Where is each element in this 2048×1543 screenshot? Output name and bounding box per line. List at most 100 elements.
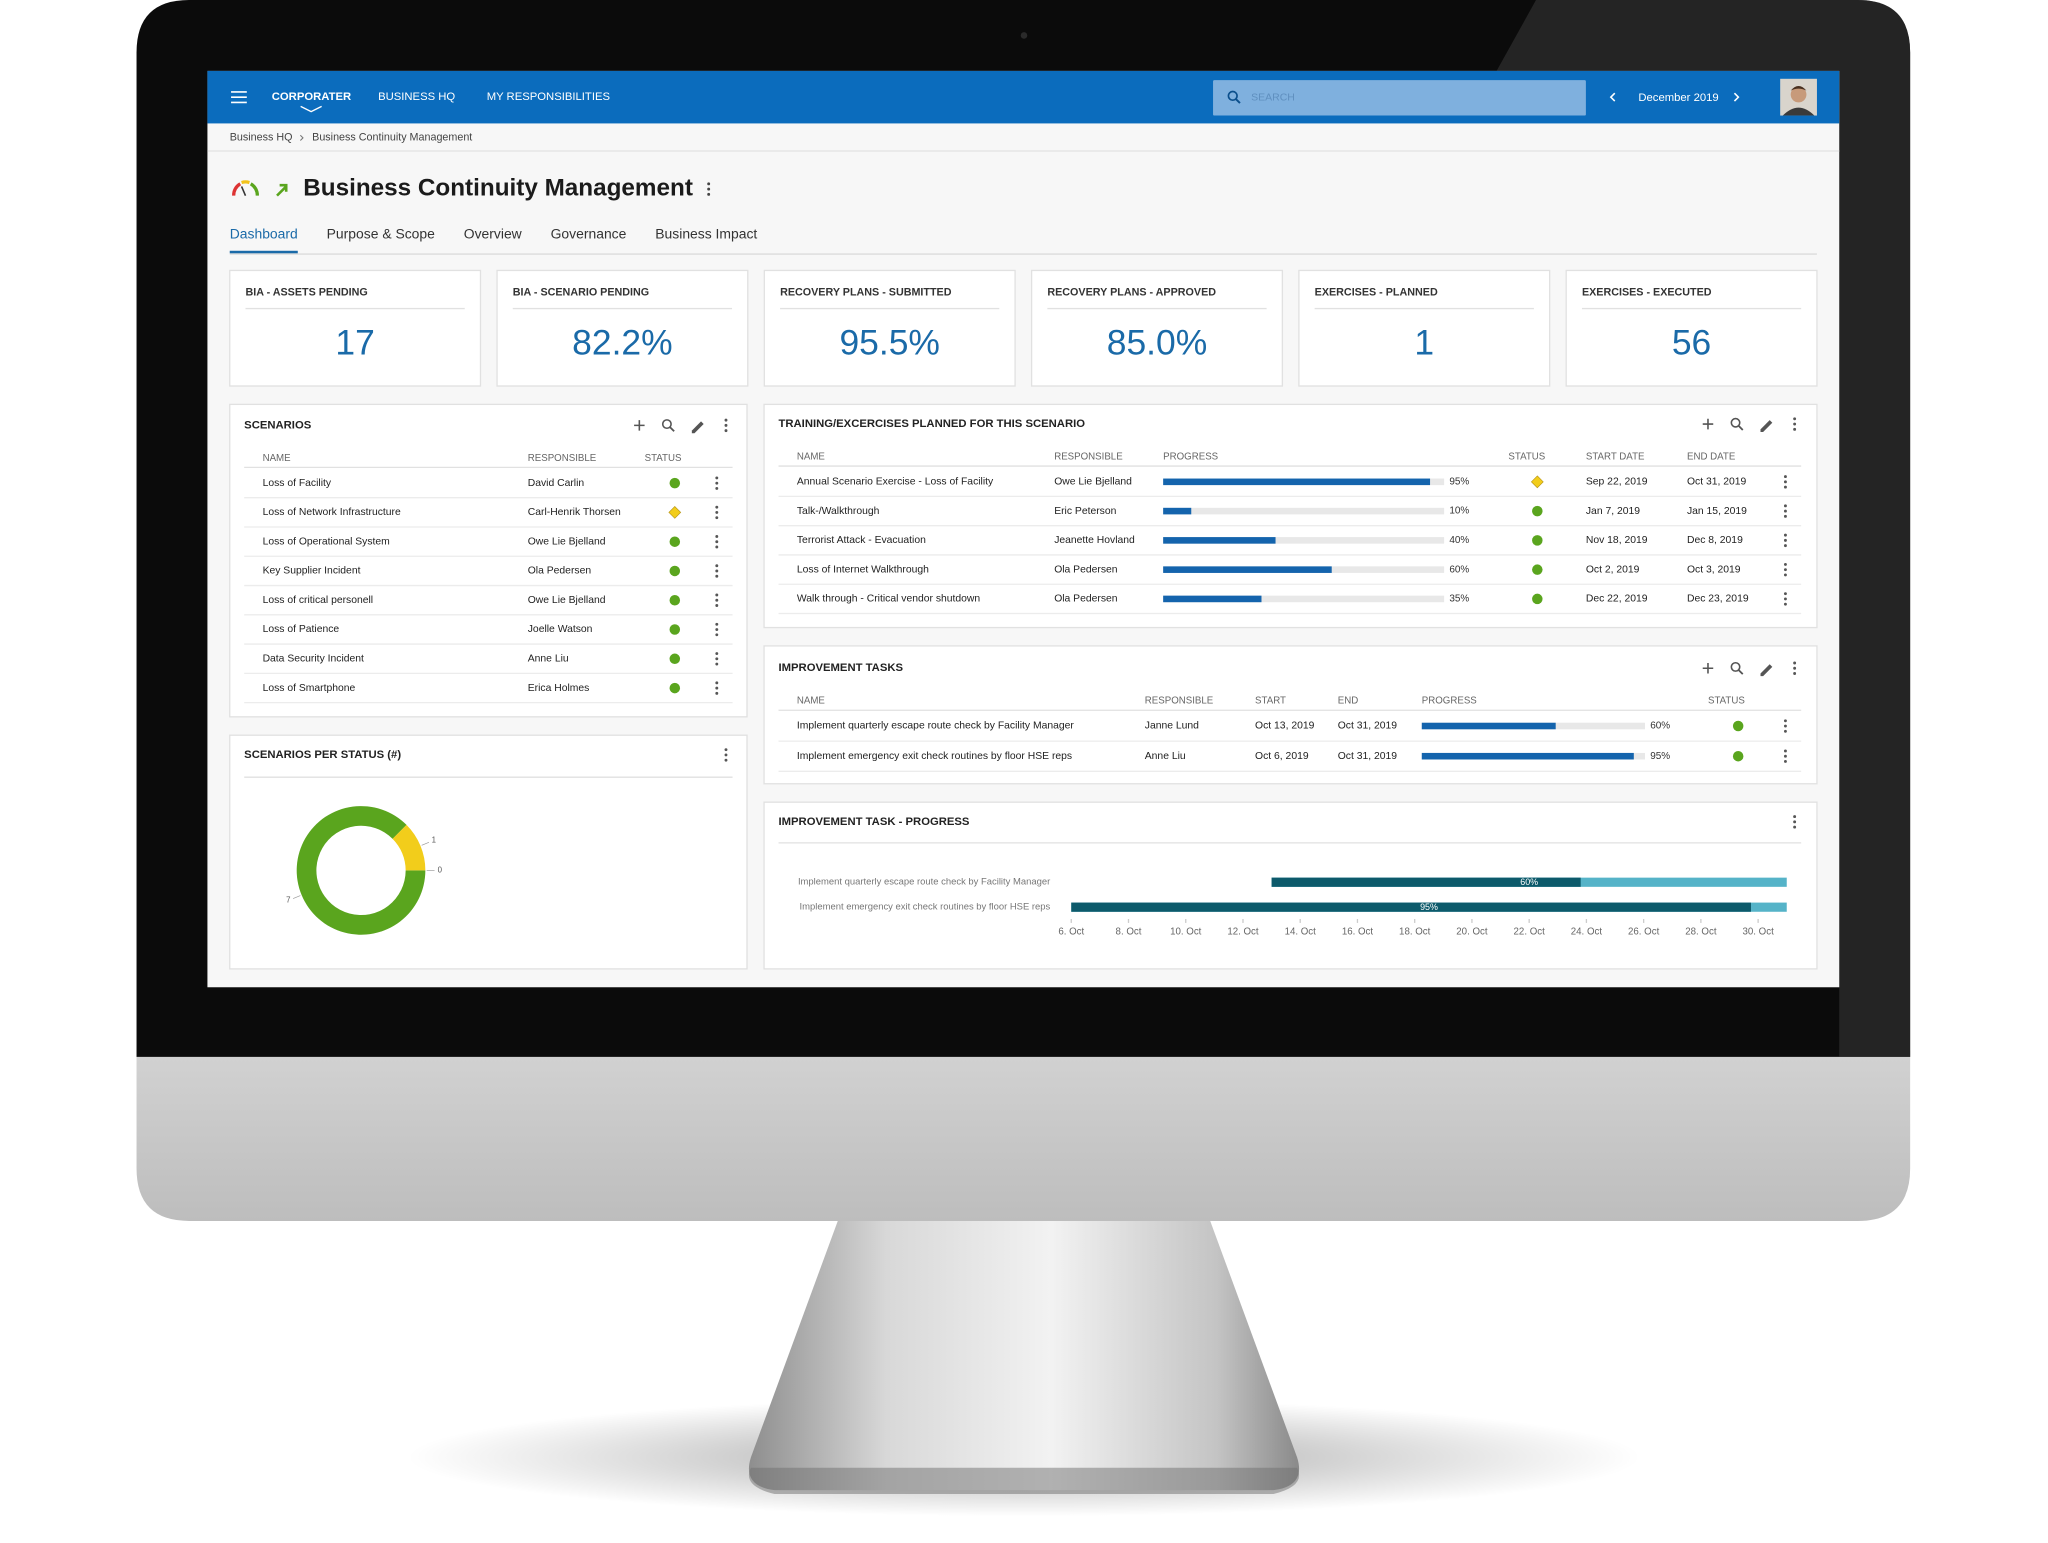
kpi-value: 56 (1672, 323, 1711, 363)
dot (1793, 417, 1797, 421)
avatar-hair (1790, 86, 1807, 91)
progress-track (1163, 537, 1445, 544)
x-tick-label: 24. Oct (1571, 927, 1603, 938)
more-menu[interactable] (1783, 719, 1787, 733)
more-menu[interactable] (707, 182, 711, 196)
search-box[interactable] (1213, 80, 1586, 116)
scenario-name: Data Security Incident (263, 654, 364, 665)
search-icon (1227, 90, 1238, 102)
progress-label: 40% (1449, 535, 1469, 546)
nav-link[interactable]: MY RESPONSIBILITIES (487, 91, 610, 103)
dot (707, 192, 711, 196)
dot (715, 686, 719, 690)
kpi-label: RECOVERY PLANS - APPROVED (1047, 287, 1216, 299)
add-icon[interactable] (634, 420, 645, 431)
dot (1793, 825, 1797, 829)
more-menu[interactable] (715, 476, 719, 490)
tab[interactable]: Governance (551, 226, 627, 242)
add-icon[interactable] (1702, 662, 1714, 674)
tab[interactable]: Business Impact (655, 226, 757, 242)
search-icon[interactable] (1730, 661, 1741, 672)
dot (715, 662, 719, 666)
more-menu[interactable] (1783, 504, 1787, 518)
column-header: START (1255, 696, 1286, 707)
column-header: RESPONSIBLE (528, 453, 597, 464)
responsible: Janne Lund (1145, 721, 1199, 732)
more-menu[interactable] (1793, 815, 1797, 829)
progress-label: 10% (1449, 506, 1469, 517)
dot (724, 418, 728, 422)
kpi-card (496, 269, 749, 387)
tab[interactable]: Overview (464, 226, 523, 242)
dot (715, 652, 719, 655)
tab[interactable]: Dashboard (230, 226, 298, 242)
avatar-body (1782, 107, 1815, 116)
dot (1783, 597, 1787, 601)
scenario-name: Loss of Smartphone (263, 683, 356, 694)
panel-title: SCENARIOS PER STATUS (#) (244, 749, 401, 761)
end-date: Dec 23, 2019 (1687, 594, 1749, 605)
kpi-label: EXERCISES - PLANNED (1315, 287, 1438, 299)
logo-mark (300, 105, 322, 113)
start-date: Nov 18, 2019 (1586, 535, 1648, 546)
x-tick-label: 16. Oct (1342, 927, 1374, 938)
more-menu[interactable] (724, 418, 728, 433)
dot (715, 574, 719, 578)
more-menu[interactable] (715, 564, 719, 578)
data-label: 7 (286, 896, 290, 905)
dot (715, 681, 719, 685)
gauge-needle (240, 186, 247, 196)
responsible: Anne Liu (1145, 751, 1186, 762)
monitor-chin (136, 1050, 1911, 1221)
more-menu[interactable] (715, 681, 719, 695)
search-icon[interactable] (1730, 417, 1741, 428)
more-menu[interactable] (1783, 562, 1787, 577)
more-menu[interactable] (715, 534, 719, 549)
x-tick-label: 22. Oct (1514, 927, 1546, 938)
scenario-name: Loss of Patience (263, 624, 340, 635)
tab[interactable]: Purpose & Scope (327, 226, 435, 242)
responsible: Owe Lie Bjelland (528, 595, 606, 606)
status-indicator (1732, 720, 1744, 732)
kpi-card (1565, 269, 1818, 387)
edit-icon[interactable] (1760, 420, 1773, 432)
column-header: PROGRESS (1422, 696, 1478, 707)
donut-segment (296, 806, 426, 935)
search-icon[interactable] (661, 419, 672, 430)
dot (1793, 427, 1797, 431)
gauge-red (232, 182, 242, 196)
edit-icon[interactable] (691, 421, 704, 434)
kpi-label: BIA - ASSETS PENDING (245, 287, 367, 299)
dot (1793, 666, 1797, 670)
task-progress (1271, 877, 1581, 887)
more-menu[interactable] (1793, 417, 1797, 431)
progress-track (1163, 507, 1445, 515)
more-menu[interactable] (1793, 661, 1797, 675)
status-indicator (1532, 593, 1543, 605)
more-menu[interactable] (724, 748, 728, 762)
more-menu[interactable] (1783, 749, 1787, 763)
dot (724, 758, 728, 762)
next-period[interactable] (1733, 92, 1740, 102)
monitor-stand (748, 1214, 1300, 1491)
more-menu[interactable] (715, 652, 719, 666)
add-icon[interactable] (1702, 418, 1714, 430)
kpi-value: 82.2% (572, 323, 672, 363)
breadcrumb-link[interactable]: Business HQ (230, 132, 293, 144)
more-menu[interactable] (1783, 533, 1787, 548)
prev-period[interactable] (1609, 92, 1616, 102)
menu-icon[interactable] (231, 91, 247, 104)
more-menu[interactable] (1783, 592, 1787, 606)
more-menu[interactable] (1783, 475, 1787, 489)
nav-link[interactable]: BUSINESS HQ (378, 91, 455, 103)
edit-icon[interactable] (1760, 664, 1773, 677)
more-menu[interactable] (715, 505, 719, 520)
more-menu[interactable] (715, 622, 719, 637)
kpi-value: 17 (335, 323, 374, 363)
dot (724, 748, 728, 752)
more-menu[interactable] (715, 593, 719, 607)
dot (1783, 475, 1787, 479)
scenario-name: Loss of critical personell (263, 595, 374, 606)
exercise-name: Annual Scenario Exercise - Loss of Facil… (797, 477, 994, 488)
dot (1783, 754, 1787, 758)
